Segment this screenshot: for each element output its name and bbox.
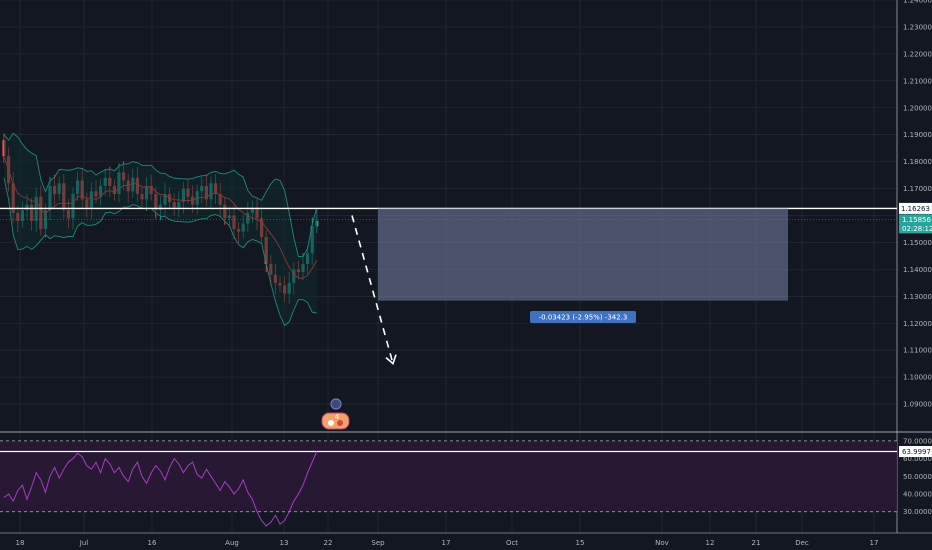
- price-tick-label: 1.09000: [903, 401, 932, 409]
- time-tick-label: Jul: [79, 539, 89, 547]
- time-tick-label: Nov: [655, 539, 669, 547]
- measure-badge[interactable]: -0.03423 (-2.95%) -342.3: [530, 311, 636, 323]
- rsi-tick-label: 50.0000: [903, 473, 932, 481]
- time-tick-label: 17: [442, 539, 451, 547]
- time-tick-label: 12: [706, 539, 715, 547]
- time-tick-label: 13: [280, 539, 289, 547]
- bollinger-upper-band: [3, 132, 318, 258]
- price-tick-label: 1.21000: [903, 77, 932, 85]
- projection-arrow-head: [385, 354, 397, 366]
- resistance-price-tag[interactable]: 1.16263: [899, 202, 932, 214]
- moving-average-line: [3, 156, 318, 279]
- rsi-tick-label: 30.0000: [903, 508, 932, 516]
- price-tick-label: 1.12000: [903, 320, 932, 328]
- price-tick-label: 1.14000: [903, 266, 932, 274]
- time-tick-label: 15: [576, 539, 585, 547]
- flag-dot-icon: [328, 420, 334, 426]
- rsi-line: [3, 451, 318, 527]
- rsi-tick-label: 70.0000: [903, 437, 932, 445]
- rsi-axis[interactable]: 70.0000 60.0000 50.0000 40.0000 30.0000 63.99…: [899, 437, 932, 516]
- time-tick-label: 17: [870, 539, 879, 547]
- event-pin-icon: [330, 398, 342, 410]
- time-tick-label: 18: [16, 539, 25, 547]
- price-tick-label: 1.13000: [903, 293, 932, 301]
- time-axis[interactable]: 18 Jul 16 Aug 13 22 Sep 17 Oct 15 Nov 12 21 Dec 17: [16, 539, 879, 547]
- current-price-tag-bg: [899, 214, 932, 234]
- price-tick-label: 1.18000: [903, 158, 932, 166]
- time-tick-label: 21: [752, 539, 761, 547]
- price-tick-label: 1.23000: [903, 23, 932, 31]
- price-pane[interactable]: [2, 132, 319, 327]
- rsi-tick-label: 40.0000: [903, 491, 932, 499]
- bollinger-lower-band: [3, 177, 317, 327]
- time-tick-label: Sep: [371, 539, 385, 547]
- measure-badge-label: -0.03423 (-2.95%) -342.3: [539, 314, 628, 322]
- resistance-tag-bg: [899, 202, 932, 214]
- price-tick-label: 1.22000: [903, 50, 932, 58]
- candle-body: [315, 220, 319, 227]
- resistance-tag-label: 1.16263: [901, 205, 930, 213]
- price-tick-label: 1.17000: [903, 185, 932, 193]
- current-price-tag-label: 1.15856: [902, 216, 931, 224]
- price-tick-label: 1.15000: [903, 239, 932, 247]
- flag-dot-icon: [337, 420, 343, 426]
- rsi-current-tag[interactable]: 63.9997: [899, 445, 932, 457]
- economic-event-marker[interactable]: 4: [321, 398, 350, 430]
- price-tick-label: 1.11000: [903, 347, 932, 355]
- rsi-tag-bg: [899, 445, 932, 457]
- rsi-tag-label: 63.9997: [902, 448, 931, 456]
- time-tick-label: Oct: [506, 539, 518, 547]
- price-tick-label: 1.20000: [903, 104, 932, 112]
- drawings-layer[interactable]: -0.03423 (-2.95%) -342.3 4: [0, 207, 897, 430]
- time-tick-label: 16: [148, 539, 157, 547]
- price-range-box[interactable]: [378, 208, 788, 301]
- price-tick-label: 1.24000: [903, 0, 932, 5]
- price-axis[interactable]: 1.24000 1.23000 1.22000 1.21000 1.20000 1.190…: [899, 0, 932, 409]
- event-count: 4: [335, 413, 340, 421]
- bar-countdown-label: 02:28:12: [902, 225, 932, 233]
- price-tick-label: 1.19000: [903, 131, 932, 139]
- event-flags-icon: [321, 412, 350, 430]
- time-tick-label: Dec: [795, 539, 809, 547]
- rsi-tick-label: 60.0000: [903, 455, 932, 463]
- rsi-pane[interactable]: [0, 440, 897, 527]
- bollinger-fill: [4, 133, 317, 326]
- price-tick-label: 1.10000: [903, 374, 932, 382]
- time-tick-label: 22: [324, 539, 333, 547]
- time-tick-label: Aug: [225, 539, 239, 547]
- measure-badge-bg: [530, 311, 636, 323]
